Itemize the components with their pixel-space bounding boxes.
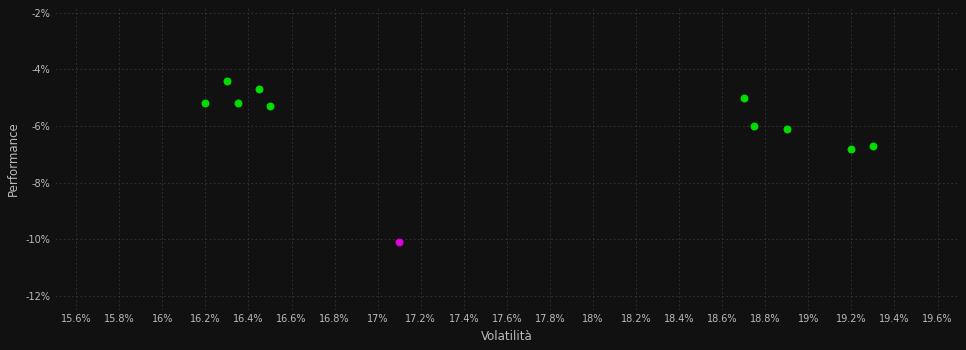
Y-axis label: Performance: Performance: [7, 121, 20, 196]
Point: [263, 103, 278, 109]
Point: [251, 86, 267, 92]
Point: [391, 239, 407, 245]
Point: [866, 143, 881, 149]
Point: [230, 100, 245, 106]
Point: [736, 95, 752, 100]
Point: [219, 78, 235, 83]
X-axis label: Volatilità: Volatilità: [481, 330, 532, 343]
Point: [843, 146, 859, 152]
Point: [198, 100, 213, 106]
Point: [747, 123, 762, 129]
Point: [779, 126, 794, 132]
